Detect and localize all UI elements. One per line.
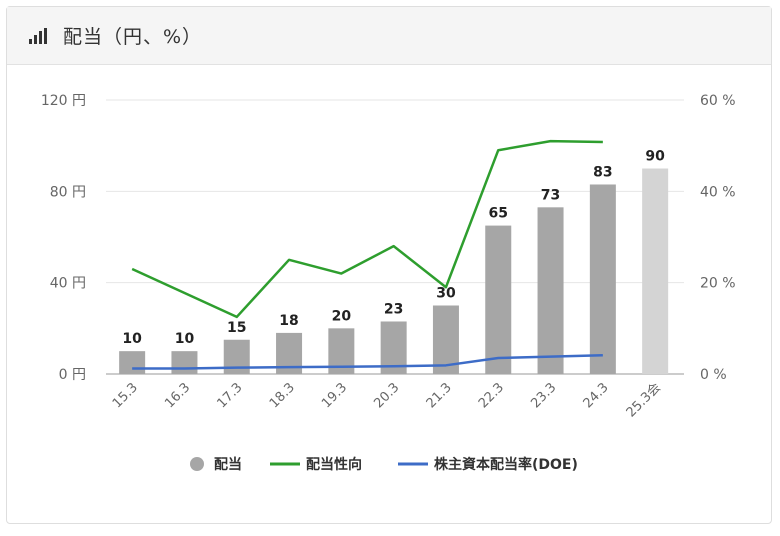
bar-data-label: 10	[122, 331, 142, 347]
bar	[589, 184, 616, 374]
y-right-tick-label: 60 %	[700, 93, 736, 109]
y-right-tick-label: 20 %	[700, 276, 736, 292]
doe-line	[132, 354, 603, 370]
legend-label-payout: 配当性向	[306, 456, 362, 473]
y-left-tick-label: 40 円	[50, 276, 86, 292]
x-tick-label: 23.3	[528, 380, 559, 411]
x-tick-label: 21.3	[424, 380, 455, 411]
x-tick-label: 25.3会	[624, 380, 664, 420]
y-right-tick-label: 40 %	[700, 184, 736, 200]
bar-data-label: 30	[436, 286, 456, 302]
x-tick-label: 17.3	[214, 380, 245, 411]
y-left-tick-label: 120 円	[41, 93, 86, 109]
bar-data-label: 10	[175, 331, 195, 347]
bar	[432, 305, 459, 374]
legend-label-doe: 株主資本配当率(DOE)	[434, 456, 578, 473]
x-tick-label: 16.3	[162, 380, 193, 411]
legend-marker-dividend	[190, 457, 204, 471]
bar	[171, 351, 198, 374]
bar	[485, 225, 512, 374]
legend-label-dividend: 配当	[214, 456, 242, 473]
bar-chart-signal-icon	[29, 27, 47, 44]
bar	[642, 168, 669, 374]
bar	[537, 207, 564, 374]
bar-data-label: 20	[332, 308, 352, 324]
bar-data-label: 73	[541, 187, 560, 203]
bar	[119, 351, 146, 374]
card-header: 配当（円、%）	[7, 7, 771, 65]
bar-data-label: 90	[645, 149, 665, 165]
bar-data-label: 65	[489, 206, 508, 222]
x-tick-label: 22.3	[476, 380, 507, 411]
x-tick-label: 15.3	[110, 380, 141, 411]
y-right-tick-label: 0 %	[700, 367, 727, 383]
bar-data-label: 23	[384, 301, 403, 317]
bar-data-label: 15	[227, 320, 246, 336]
bar-data-label: 18	[279, 313, 298, 329]
x-tick-label: 18.3	[267, 380, 298, 411]
y-left-tick-label: 0 円	[59, 367, 86, 383]
chart-title: 配当（円、%）	[63, 26, 203, 48]
payout-ratio-line	[131, 139, 603, 319]
bar-data-label: 83	[593, 164, 612, 180]
y-left-tick-label: 80 円	[50, 184, 86, 200]
x-tick-label: 24.3	[581, 380, 612, 411]
x-tick-label: 19.3	[319, 380, 350, 411]
x-tick-label: 20.3	[371, 380, 402, 411]
